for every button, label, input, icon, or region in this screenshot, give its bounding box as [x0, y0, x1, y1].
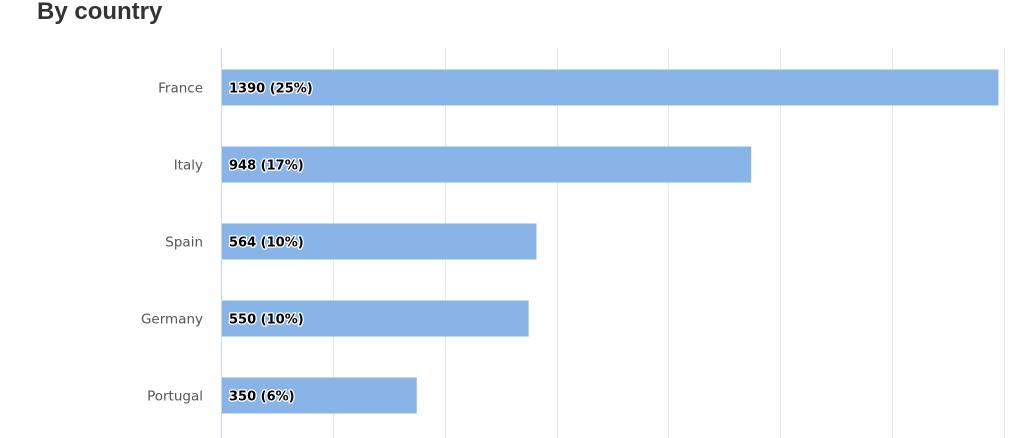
- bar-portugal[interactable]: [222, 377, 417, 414]
- category-label: France: [158, 81, 203, 97]
- labels: France 1390 (25%) Italy 948 (17%) Spain 564 (…: [141, 80, 314, 406]
- bar-germany[interactable]: [222, 300, 529, 337]
- data-label: 350 (6%): [229, 390, 295, 405]
- data-label: 948 (17%): [229, 159, 304, 174]
- category-label: Spain: [165, 235, 203, 251]
- bar-spain[interactable]: [222, 223, 537, 260]
- category-label: Portugal: [147, 389, 203, 405]
- bar-italy[interactable]: [222, 146, 752, 183]
- data-label: 564 (10%): [229, 236, 304, 251]
- category-label: Germany: [141, 312, 203, 328]
- category-label: Italy: [174, 158, 203, 174]
- bars: [222, 69, 999, 414]
- chart-title: By country: [37, 0, 163, 25]
- data-label: 1390 (25%): [229, 82, 313, 97]
- bar-france[interactable]: [222, 69, 999, 106]
- data-label: 550 (10%): [229, 313, 304, 328]
